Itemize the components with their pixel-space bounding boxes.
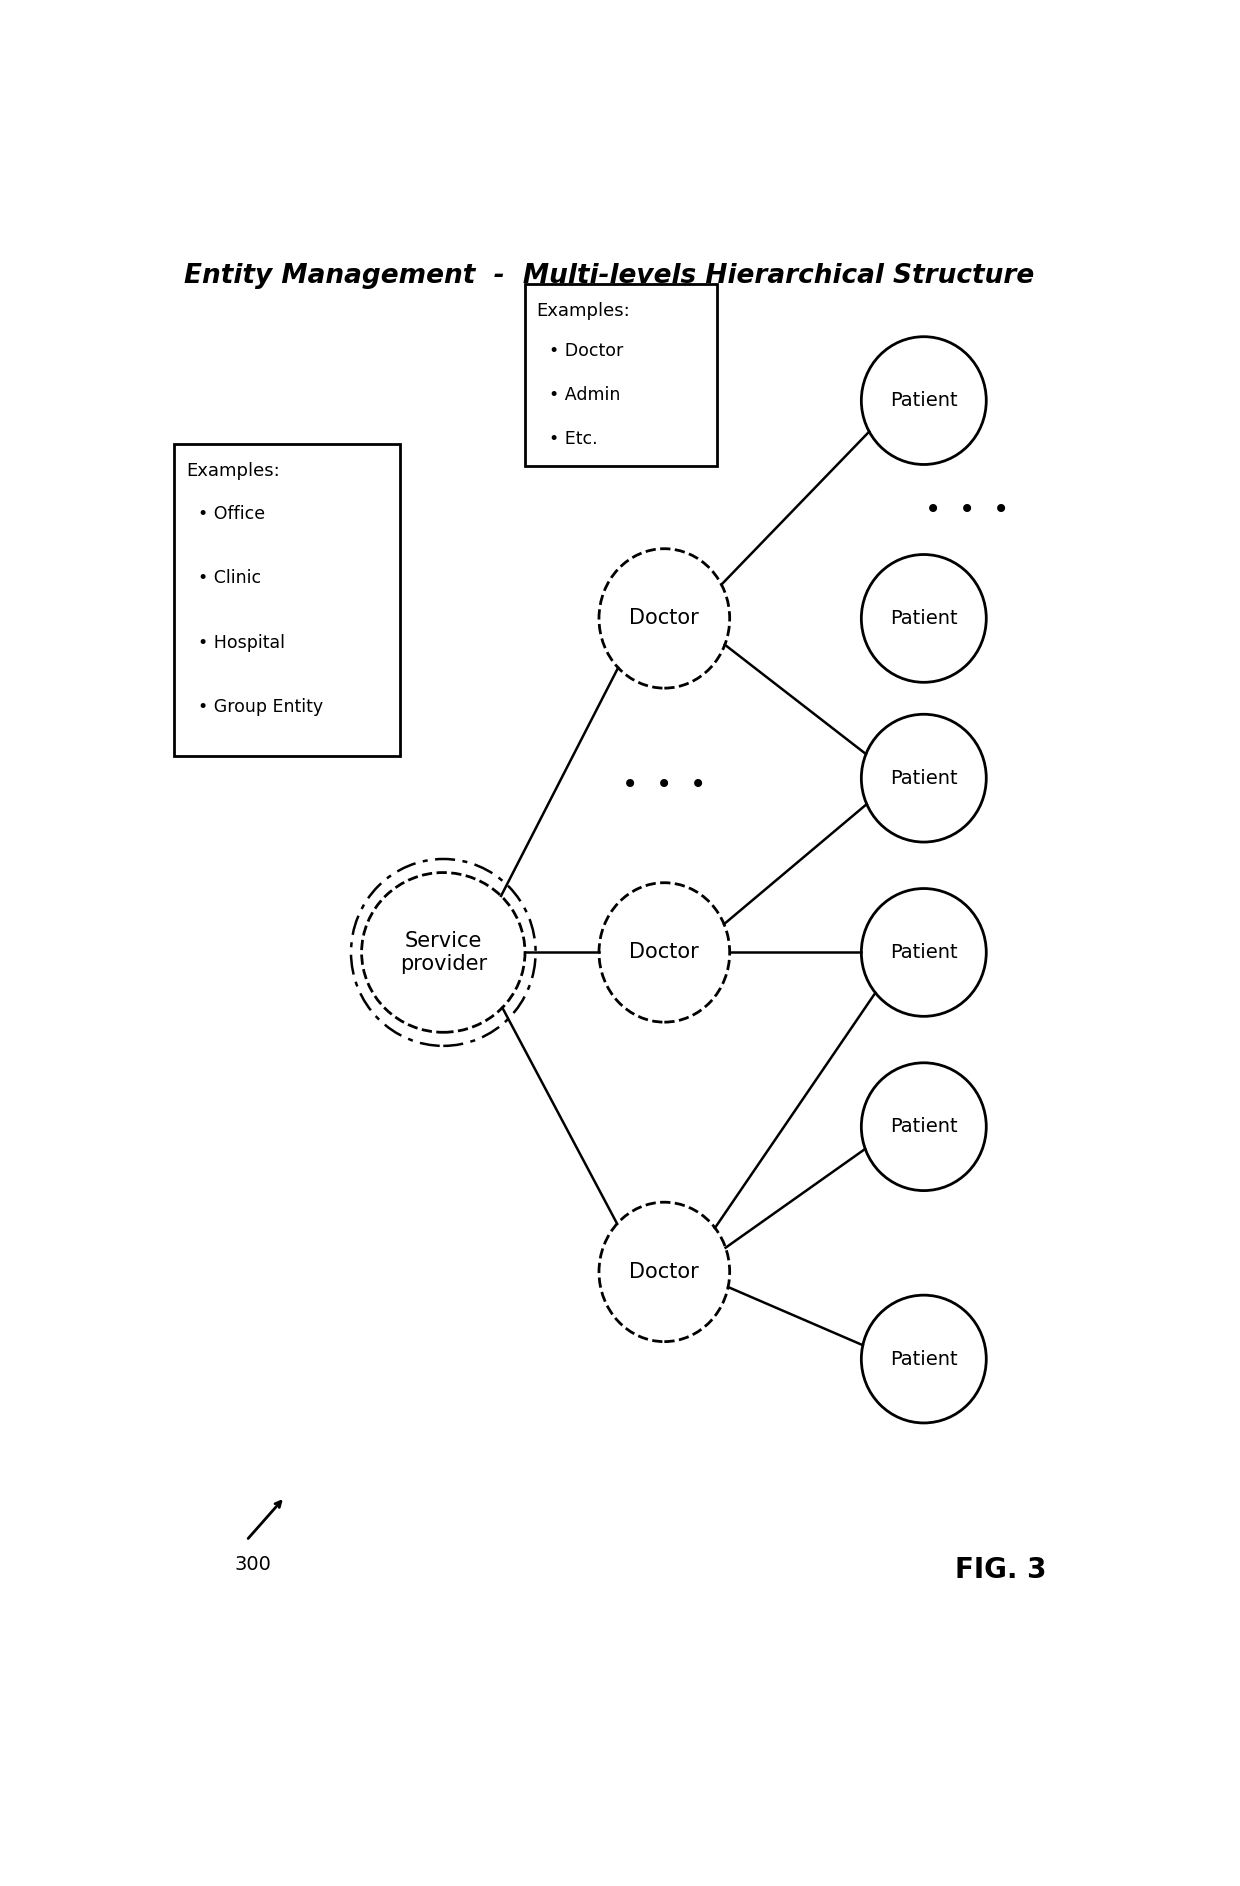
Text: • Hospital: • Hospital — [198, 634, 285, 653]
Text: • Office: • Office — [198, 505, 265, 522]
Text: •  •  •: • • • — [925, 496, 1009, 524]
Text: Patient: Patient — [890, 609, 957, 628]
Text: • Doctor: • Doctor — [549, 343, 624, 360]
Text: Examples:: Examples: — [537, 302, 630, 321]
Text: Patient: Patient — [890, 390, 957, 409]
Text: Doctor: Doctor — [630, 1262, 699, 1282]
Text: Examples:: Examples: — [186, 462, 279, 479]
Text: •  •  •: • • • — [622, 771, 707, 800]
Text: Patient: Patient — [890, 1117, 957, 1135]
Text: • Admin: • Admin — [549, 387, 620, 404]
Text: • Group Entity: • Group Entity — [198, 698, 324, 717]
Text: Doctor: Doctor — [630, 943, 699, 962]
Text: Doctor: Doctor — [630, 609, 699, 628]
Text: • Etc.: • Etc. — [549, 430, 598, 447]
Text: • Clinic: • Clinic — [198, 570, 262, 587]
Bar — [525, 285, 717, 466]
Text: FIG. 3: FIG. 3 — [955, 1556, 1047, 1584]
Text: Entity Management  -  Multi-levels Hierarchical Structure: Entity Management - Multi-levels Hierarc… — [184, 262, 1034, 289]
Text: Patient: Patient — [890, 943, 957, 962]
Bar — [174, 443, 401, 756]
Text: 300: 300 — [234, 1556, 272, 1575]
Text: Patient: Patient — [890, 1350, 957, 1369]
Text: Patient: Patient — [890, 769, 957, 788]
Text: Service
provider: Service provider — [399, 932, 487, 973]
